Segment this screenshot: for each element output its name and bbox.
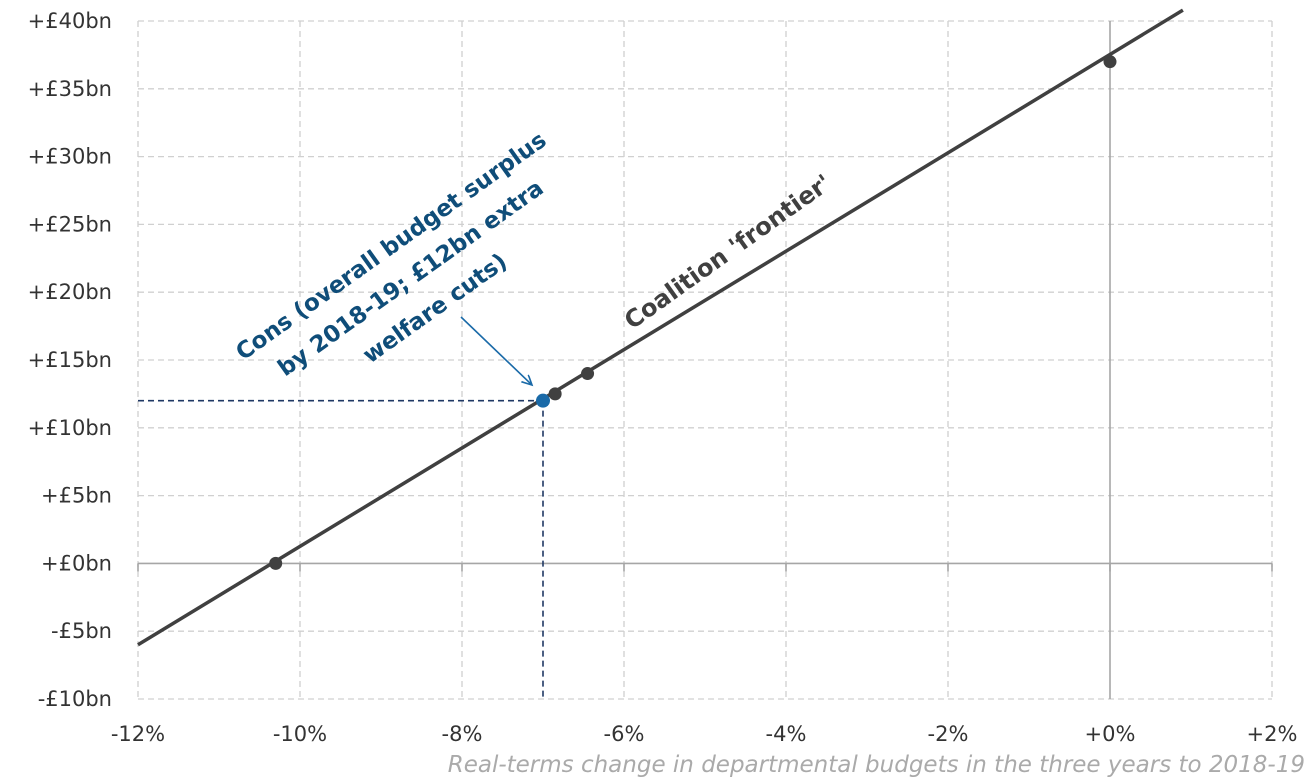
y-tick-label: +£40bn: [28, 9, 112, 33]
cons-label-line-2: by 2018-19; £12bn extra: [273, 175, 548, 382]
y-tick-label: -£5bn: [51, 619, 112, 643]
frontier-point: [548, 387, 562, 401]
frontier-point: [581, 367, 595, 381]
frontier-point: [269, 556, 283, 570]
y-tick-label: +£35bn: [28, 77, 112, 101]
x-tick-label: -12%: [111, 722, 165, 746]
cons-pointer-arrow: [460, 316, 532, 385]
x-tick-label: -6%: [604, 722, 645, 746]
y-tick-label: +£10bn: [28, 416, 112, 440]
grid-layer: [137, 20, 1273, 700]
frontier-point: [1103, 55, 1117, 69]
x-tick-label: +0%: [1085, 722, 1136, 746]
x-tick-label: -8%: [442, 722, 483, 746]
cons-highlight-point: [536, 393, 550, 408]
frontier-line: [137, 8, 1184, 647]
y-tick-label: +£25bn: [28, 212, 112, 236]
y-tick-label: +£20bn: [28, 280, 112, 304]
y-tick-label: +£5bn: [41, 484, 112, 508]
guide-layer: [138, 399, 544, 699]
y-tick-label: +£30bn: [28, 145, 112, 169]
x-axis-label: Real-terms change in departmental budget…: [448, 752, 1305, 778]
x-tick-label: +2%: [1247, 722, 1298, 746]
x-tick-label: -4%: [766, 722, 807, 746]
x-tick-label: -2%: [928, 722, 969, 746]
axis-layer: -£10bn -£5bn +£0bn +£5bn +£10bn +£15bn +£20bn +…: [28, 9, 1298, 746]
x-tick-label: -10%: [273, 722, 327, 746]
series-layer: [137, 8, 1184, 647]
y-tick-label: -£10bn: [38, 687, 112, 711]
frontier-label: Coalition 'frontier': [619, 169, 836, 335]
y-tick-label: +£0bn: [41, 551, 112, 575]
y-tick-label: +£15bn: [28, 348, 112, 372]
